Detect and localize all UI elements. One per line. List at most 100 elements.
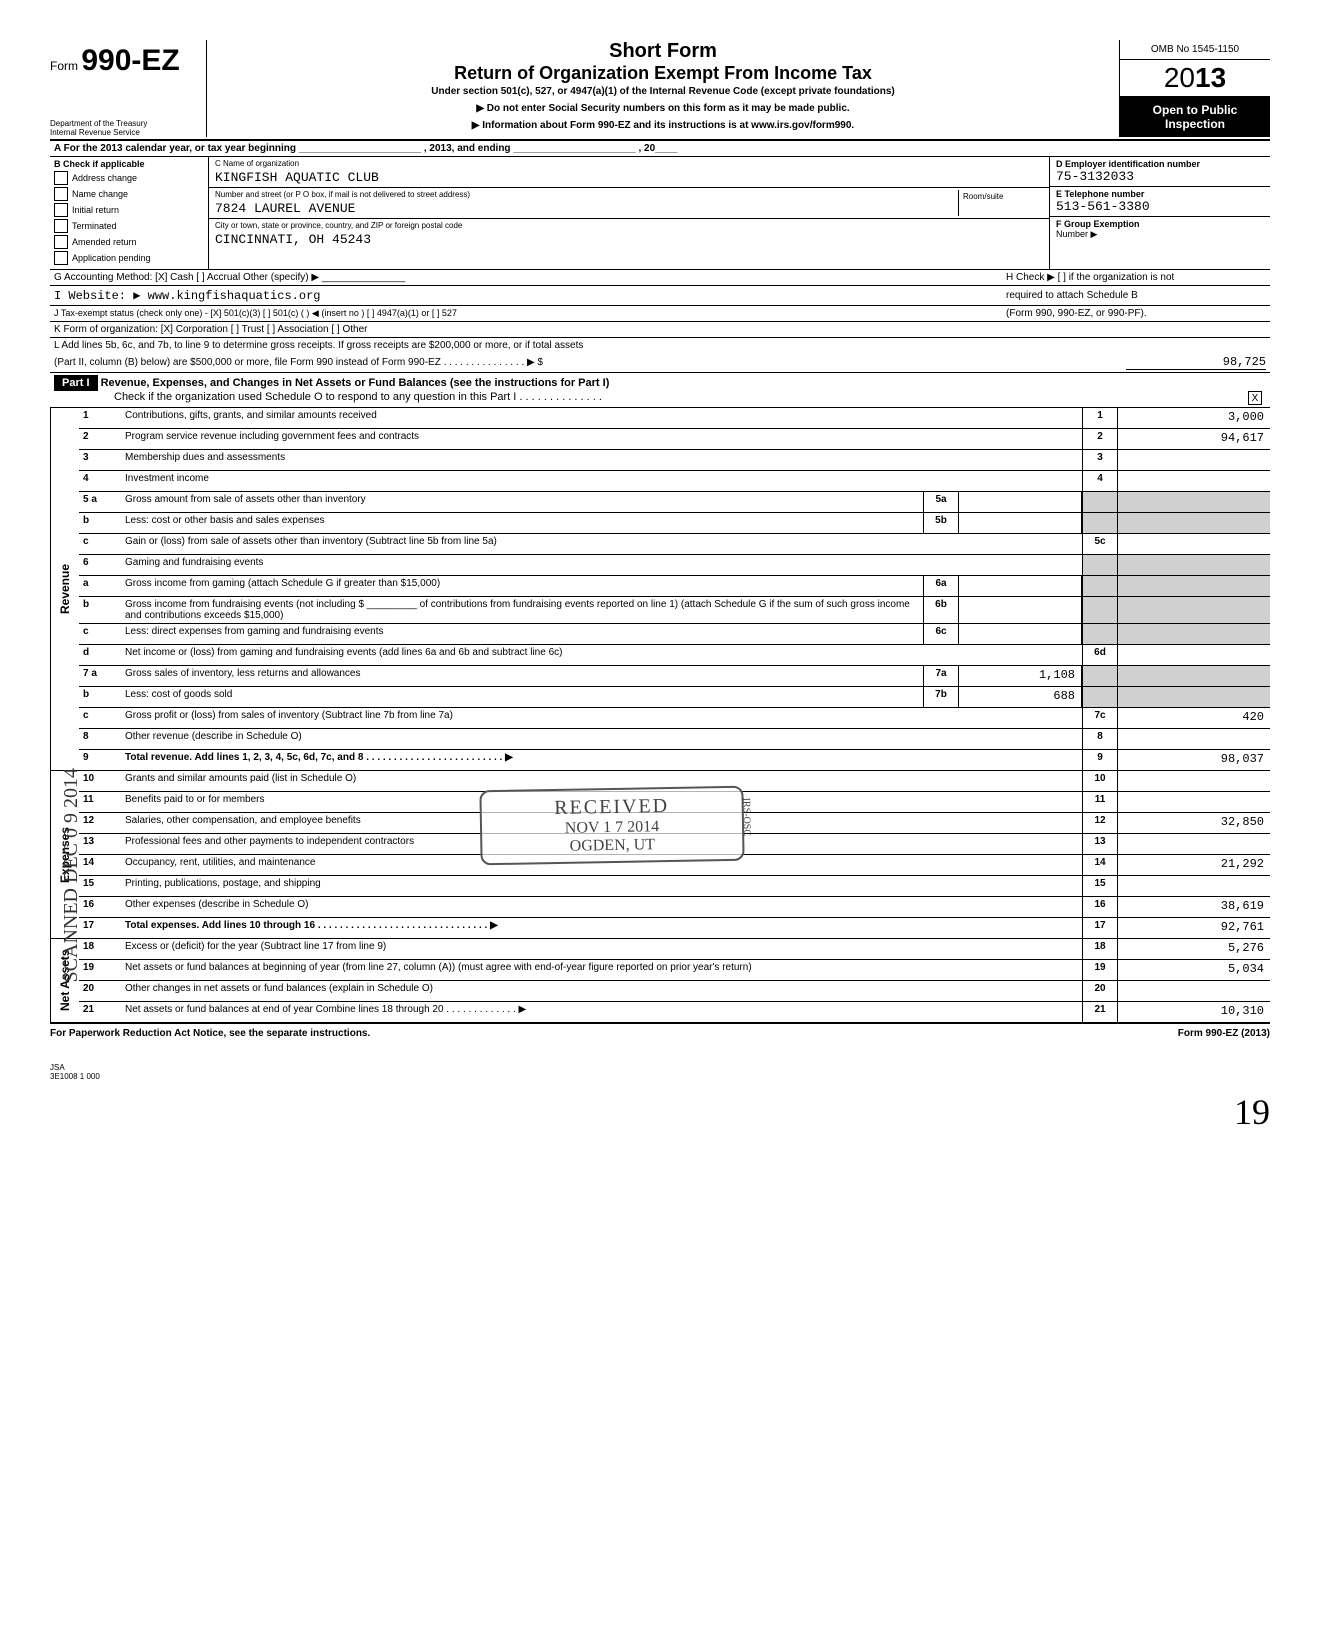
- g-text: G Accounting Method: [X] Cash [ ] Accrua…: [54, 272, 1006, 283]
- row-value: [1118, 534, 1270, 554]
- grid-row: 8Other revenue (describe in Schedule O)8: [79, 729, 1270, 750]
- chk-terminated[interactable]: [54, 219, 68, 233]
- row-number: 2: [79, 429, 121, 449]
- chk-name[interactable]: [54, 187, 68, 201]
- row-number: 5 a: [79, 492, 121, 512]
- row-value: 21,292: [1118, 855, 1270, 875]
- h2-text: required to attach Schedule B: [1006, 290, 1266, 301]
- row-mid-value: [959, 597, 1082, 623]
- row-number: 20: [79, 981, 121, 1001]
- grid-row: 7 aGross sales of inventory, less return…: [79, 666, 1270, 687]
- row-value: [1118, 555, 1270, 575]
- row-description: Less: direct expenses from gaming and fu…: [121, 624, 923, 644]
- line-i: I Website: ▶ www.kingfishaquatics.org re…: [50, 286, 1270, 306]
- grid-row: 21Net assets or fund balances at end of …: [79, 1002, 1270, 1022]
- row-value: [1118, 981, 1270, 1001]
- form-number-box: Form 990-EZ Department of the Treasury I…: [50, 40, 207, 137]
- row-description: Net assets or fund balances at beginning…: [121, 960, 1082, 980]
- row-value: [1118, 666, 1270, 686]
- row-mid-label: 6a: [923, 576, 959, 596]
- i-website: I Website: ▶ www.kingfishaquatics.org: [54, 288, 1006, 303]
- grid-row: 20Other changes in net assets or fund ba…: [79, 981, 1270, 1002]
- h-text: H Check ▶ [ ] if the organization is not: [1006, 272, 1266, 283]
- b-item-1: Name change: [72, 189, 128, 199]
- form-header: Form 990-EZ Department of the Treasury I…: [50, 40, 1270, 141]
- part1-title: Revenue, Expenses, and Changes in Net As…: [101, 377, 610, 389]
- j-text: J Tax-exempt status (check only one) - […: [54, 308, 1006, 319]
- row-right-number: 9: [1082, 750, 1118, 770]
- row-number: 16: [79, 897, 121, 917]
- row-right-number: 14: [1082, 855, 1118, 875]
- omb-number: OMB No 1545-1150: [1120, 40, 1270, 60]
- row-right-number: 4: [1082, 471, 1118, 491]
- row-number: 7 a: [79, 666, 121, 686]
- row-number: 19: [79, 960, 121, 980]
- row-description: Gaming and fundraising events: [121, 555, 1082, 575]
- grid-row: 9Total revenue. Add lines 1, 2, 3, 4, 5c…: [79, 750, 1270, 770]
- row-number: a: [79, 576, 121, 596]
- netassets-grid: Net Assets 18Excess or (deficit) for the…: [50, 939, 1270, 1024]
- year-suffix: 13: [1195, 62, 1226, 93]
- row-right-number: 20: [1082, 981, 1118, 1001]
- chk-initial[interactable]: [54, 203, 68, 217]
- row-mid-value: [959, 513, 1082, 533]
- part1-checkbox[interactable]: X: [1248, 391, 1262, 405]
- c-room-label: Room/suite: [963, 192, 1003, 201]
- row-number: c: [79, 708, 121, 728]
- stamp-side: IRS-OSC: [741, 798, 753, 837]
- row-value: 3,000: [1118, 408, 1270, 428]
- line-g: G Accounting Method: [X] Cash [ ] Accrua…: [50, 270, 1270, 286]
- grid-row: cGain or (loss) from sale of assets othe…: [79, 534, 1270, 555]
- row-description: Contributions, gifts, grants, and simila…: [121, 408, 1082, 428]
- row-number: 14: [79, 855, 121, 875]
- dept-line2: Internal Revenue Service: [50, 128, 200, 137]
- grid-row: dNet income or (loss) from gaming and fu…: [79, 645, 1270, 666]
- row-right-number: [1082, 576, 1118, 596]
- chk-pending[interactable]: [54, 251, 68, 265]
- grid-row: cLess: direct expenses from gaming and f…: [79, 624, 1270, 645]
- col-d: D Employer identification number 75-3132…: [1049, 157, 1270, 269]
- line-l2: (Part II, column (B) below) are $500,000…: [50, 353, 1270, 373]
- footer-left: For Paperwork Reduction Act Notice, see …: [50, 1028, 370, 1039]
- row-mid-value: [959, 624, 1082, 644]
- chk-address[interactable]: [54, 171, 68, 185]
- title-short-form: Short Form: [215, 40, 1111, 63]
- row-right-number: 6d: [1082, 645, 1118, 665]
- c-city-label: City or town, state or province, country…: [215, 221, 1043, 230]
- subtitle: Under section 501(c), 527, or 4947(a)(1)…: [215, 86, 1111, 97]
- part1-x: X: [1252, 393, 1259, 404]
- d-tel-label: E Telephone number: [1056, 189, 1264, 199]
- row-mid-label: 5b: [923, 513, 959, 533]
- row-a-tax-year: A For the 2013 calendar year, or tax yea…: [50, 141, 1270, 157]
- title-return: Return of Organization Exempt From Incom…: [215, 63, 1111, 84]
- row-mid-label: 6c: [923, 624, 959, 644]
- row-value: [1118, 792, 1270, 812]
- footer: For Paperwork Reduction Act Notice, see …: [50, 1024, 1270, 1043]
- row-right-number: 7c: [1082, 708, 1118, 728]
- j2-text: (Form 990, 990-EZ, or 990-PF).: [1006, 308, 1266, 319]
- form-prefix: Form: [50, 59, 78, 73]
- row-number: 3: [79, 450, 121, 470]
- row-number: 21: [79, 1002, 121, 1022]
- part1-tag: Part I: [54, 375, 98, 391]
- c-name-label: C Name of organization: [215, 159, 1043, 168]
- row-number: c: [79, 534, 121, 554]
- chk-amended[interactable]: [54, 235, 68, 249]
- row-description: Total revenue. Add lines 1, 2, 3, 4, 5c,…: [121, 750, 1082, 770]
- row-number: 18: [79, 939, 121, 959]
- row-value: [1118, 576, 1270, 596]
- row-right-number: 3: [1082, 450, 1118, 470]
- row-description: Other expenses (describe in Schedule O): [121, 897, 1082, 917]
- row-number: b: [79, 597, 121, 623]
- row-number: 1: [79, 408, 121, 428]
- row-value: 420: [1118, 708, 1270, 728]
- row-right-number: [1082, 597, 1118, 623]
- row-mid-value: 1,108: [959, 666, 1082, 686]
- section-bcd: B Check if applicable Address change Nam…: [50, 157, 1270, 270]
- grid-row: bGross income from fundraising events (n…: [79, 597, 1270, 624]
- row-value: 5,276: [1118, 939, 1270, 959]
- grid-row: 3Membership dues and assessments3: [79, 450, 1270, 471]
- row-description: Investment income: [121, 471, 1082, 491]
- row-value: [1118, 834, 1270, 854]
- grid-row: bLess: cost or other basis and sales exp…: [79, 513, 1270, 534]
